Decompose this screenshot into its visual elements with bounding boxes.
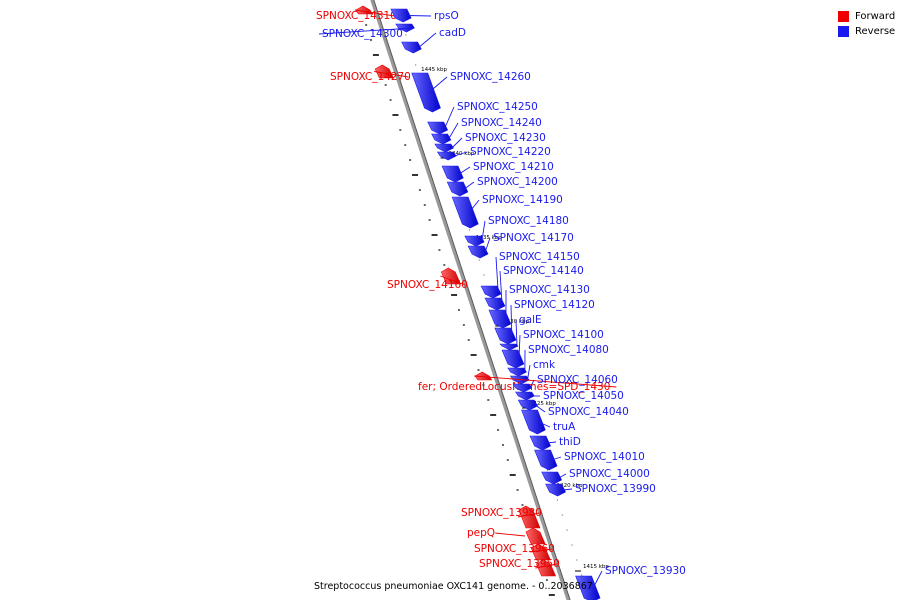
gene-block bbox=[516, 392, 535, 400]
legend-reverse: Reverse bbox=[838, 24, 895, 39]
gene-label: cadD bbox=[439, 27, 466, 39]
gene-block bbox=[452, 197, 478, 228]
gene-label: SPNOXC_14170 bbox=[493, 232, 574, 244]
gene-label: SPNOXC_13990 bbox=[575, 483, 656, 495]
gene-label: SPNOXC_14310 bbox=[316, 10, 397, 22]
gene-block bbox=[432, 134, 451, 144]
gene-block bbox=[468, 246, 488, 258]
gene-leader-line bbox=[459, 167, 470, 174]
gene-block bbox=[526, 528, 545, 544]
gene-block bbox=[508, 368, 527, 376]
gene-label: SPNOXC_14240 bbox=[461, 117, 542, 129]
gene-block bbox=[518, 400, 537, 410]
gene-label: SPNOXC_14220 bbox=[470, 146, 551, 158]
gene-label: truA bbox=[553, 421, 576, 433]
gene-leader-line bbox=[445, 107, 454, 128]
gene-label: SPNOXC_14130 bbox=[509, 284, 590, 296]
gene-label: SPNOXC_14200 bbox=[477, 176, 558, 188]
gene-leader-line bbox=[408, 16, 431, 17]
gene-leader-line bbox=[495, 533, 525, 536]
gene-block bbox=[402, 42, 422, 53]
gene-leader-line bbox=[419, 33, 436, 48]
legend-forward: Forward bbox=[838, 9, 895, 24]
forward-swatch bbox=[838, 11, 849, 22]
gene-label: thiD bbox=[559, 436, 581, 448]
gene-label: SPNOXC_14060 bbox=[537, 374, 618, 386]
gene-leader-line bbox=[464, 182, 474, 189]
reverse-swatch bbox=[838, 26, 849, 37]
gene-label: SPNOXC_13950 bbox=[479, 558, 560, 570]
gene-block bbox=[495, 328, 516, 344]
gene-leader-line bbox=[449, 123, 458, 139]
gene-block bbox=[500, 344, 518, 350]
legend-reverse-label: Reverse bbox=[855, 26, 895, 37]
gene-label: SPNOXC_14300 bbox=[322, 28, 403, 40]
gene-block bbox=[546, 484, 566, 496]
gene-leader-line bbox=[527, 365, 530, 380]
gene-leader-line bbox=[452, 138, 462, 148]
kbp-tick-label: 1445 kbp bbox=[421, 67, 447, 73]
gene-label: SPNOXC_14100 bbox=[523, 329, 604, 341]
gene-label: pepQ bbox=[467, 527, 495, 539]
gene-label: SPNOXC_14250 bbox=[457, 101, 538, 113]
gene-label: SPNOXC_14270 bbox=[330, 71, 411, 83]
gene-label: SPNOXC_14190 bbox=[482, 194, 563, 206]
gene-block bbox=[489, 310, 511, 328]
gene-label: SPNOXC_14140 bbox=[503, 265, 584, 277]
gene-label: rpsO bbox=[434, 10, 459, 22]
gene-label: SPNOXC_14080 bbox=[528, 344, 609, 356]
gene-label: SPNOXC_14210 bbox=[473, 161, 554, 173]
gene-label: SPNOXC_13930 bbox=[605, 565, 686, 577]
gene-label: SPNOXC_13960 bbox=[474, 543, 555, 555]
gene-label: SPNOXC_14040 bbox=[548, 406, 629, 418]
gene-block bbox=[535, 450, 558, 470]
gene-block bbox=[465, 236, 484, 246]
gene-label: SPNOXC_14120 bbox=[514, 299, 595, 311]
gene-block bbox=[428, 122, 448, 134]
gene-leader-line bbox=[593, 571, 602, 589]
gene-label: cmk bbox=[533, 359, 556, 371]
gene-label: SPNOXC_14180 bbox=[488, 215, 569, 227]
gene-block bbox=[412, 73, 441, 112]
legend-forward-label: Forward bbox=[855, 11, 895, 22]
gene-label: SPNOXC_14010 bbox=[564, 451, 645, 463]
gene-block bbox=[522, 410, 546, 434]
gene-block bbox=[442, 166, 463, 182]
gene-block bbox=[438, 152, 457, 160]
gene-label: SPNOXC_14260 bbox=[450, 71, 531, 83]
gene-label: galE bbox=[519, 314, 542, 326]
gene-label: SPNOXC_14050 bbox=[543, 390, 624, 402]
legend: Forward Reverse bbox=[838, 9, 895, 39]
gene-label: SPNOXC_14160 bbox=[387, 279, 468, 291]
gene-label: SPNOXC_14230 bbox=[465, 132, 546, 144]
gene-block bbox=[502, 350, 524, 368]
gene-label: SPNOXC_13980 bbox=[461, 507, 542, 519]
genome-caption: Streptococcus pneumoniae OXC141 genome. … bbox=[314, 581, 593, 592]
gene-label: SPNOXC_14000 bbox=[569, 468, 650, 480]
gene-label: SPNOXC_14150 bbox=[499, 251, 580, 263]
